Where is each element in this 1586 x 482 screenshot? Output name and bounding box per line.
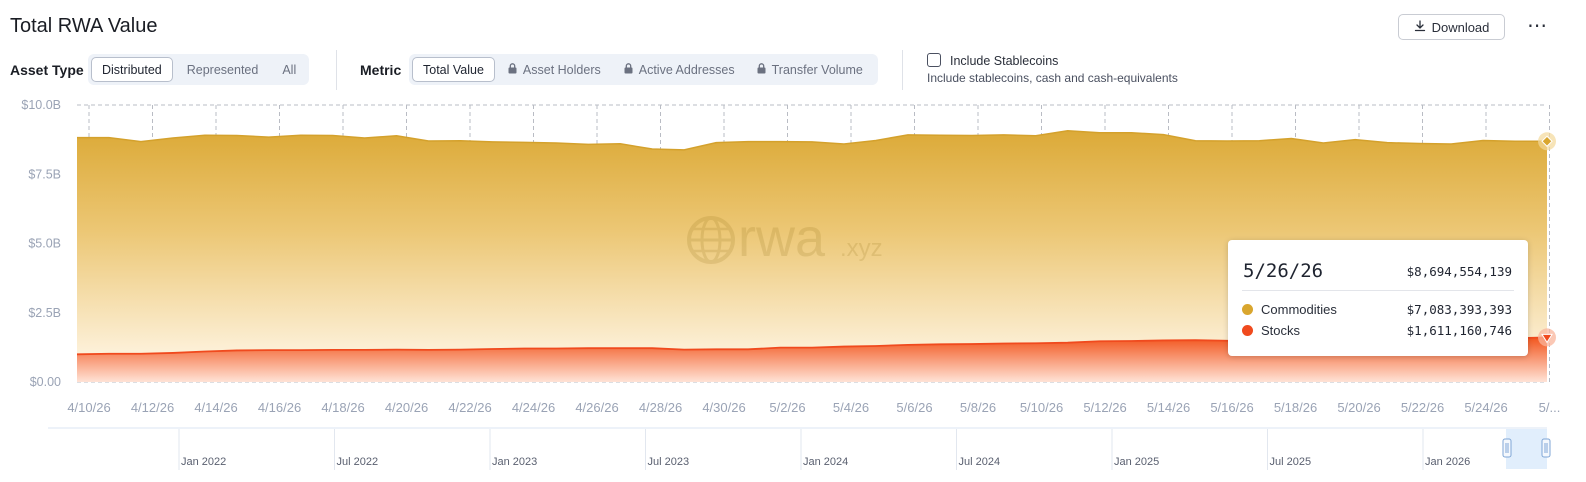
filter-divider <box>902 50 903 90</box>
x-tick-label: 5/... <box>1539 400 1561 415</box>
x-tick-label: 5/8/26 <box>960 400 996 415</box>
tooltip-series-name: Stocks <box>1261 322 1301 338</box>
lock-icon <box>757 62 766 77</box>
metric-active-addresses[interactable]: Active Addresses <box>614 57 745 82</box>
x-tick-label: 4/26/26 <box>575 400 618 415</box>
navigator-handle[interactable] <box>1541 438 1551 458</box>
x-tick-label: 5/4/26 <box>833 400 869 415</box>
watermark-text: rwa <box>738 208 826 268</box>
x-tick-label: 4/14/26 <box>194 400 237 415</box>
x-tick-label: 5/24/26 <box>1464 400 1507 415</box>
asset-type-all[interactable]: All <box>282 62 297 77</box>
rwa-watermark: rwa .xyz <box>687 208 883 268</box>
stocks-area <box>77 337 1547 382</box>
navigator-label: Jul 2024 <box>959 456 1001 468</box>
x-tick-label: 5/22/26 <box>1401 400 1444 415</box>
download-button[interactable]: Download <box>1398 14 1505 40</box>
x-tick-label: 4/12/26 <box>131 400 174 415</box>
metric-total-value[interactable]: Total Value <box>412 57 495 82</box>
x-tick-label: 4/30/26 <box>702 400 745 415</box>
navigator-label: Jan 2022 <box>181 456 226 468</box>
asset-type-distributed[interactable]: Distributed <box>91 57 173 82</box>
chart-tooltip: 5/26/26 $8,694,554,139 Commodities $7,08… <box>1228 240 1528 356</box>
commodities-area <box>77 130 1547 355</box>
tooltip-row-stocks: Stocks $1,611,160,746 <box>1242 321 1512 339</box>
x-tick-label: 4/28/26 <box>639 400 682 415</box>
navigator-label: Jan 2024 <box>803 456 848 468</box>
x-tick-label: 4/24/26 <box>512 400 555 415</box>
tooltip-date: 5/26/26 <box>1243 260 1324 282</box>
x-tick-label: 4/20/26 <box>385 400 428 415</box>
navigator-label: Jul 2023 <box>648 456 690 468</box>
stocks-marker <box>1541 333 1553 344</box>
y-tick-label: $0.00 <box>30 375 61 389</box>
x-tick-label: 5/16/26 <box>1210 400 1253 415</box>
filter-divider <box>336 50 337 90</box>
metric-selector: Total Value Asset Holders Active Address… <box>409 54 878 85</box>
tooltip-series-value: $7,083,393,393 <box>1406 301 1512 317</box>
stocks-dot-icon <box>1242 324 1253 336</box>
navigator-handle[interactable] <box>1502 438 1512 458</box>
navigator-selection[interactable] <box>1506 429 1547 469</box>
tooltip-row-commodities: Commodities $7,083,393,393 <box>1242 300 1512 318</box>
metric-asset-holders-label: Asset Holders <box>522 62 601 77</box>
x-tick-label: 5/2/26 <box>769 400 805 415</box>
x-tick-label: 5/18/26 <box>1274 400 1317 415</box>
y-tick-label: $5.0B <box>28 237 61 251</box>
metric-transfer-volume-label: Transfer Volume <box>771 62 863 77</box>
chart-title: Total RWA Value <box>10 15 158 37</box>
navigator-label: Jul 2022 <box>337 456 379 468</box>
x-tick-label: 5/10/26 <box>1020 400 1063 415</box>
x-tick-label: 4/18/26 <box>321 400 364 415</box>
watermark-suffix: .xyz <box>840 235 883 262</box>
x-tick-label: 5/12/26 <box>1083 400 1126 415</box>
navigator-label: Jan 2023 <box>492 456 537 468</box>
lock-icon <box>508 62 517 77</box>
download-icon <box>1414 19 1426 35</box>
x-tick-label: 5/6/26 <box>896 400 932 415</box>
tooltip-series-value: $1,611,160,746 <box>1406 322 1512 338</box>
commodities-line <box>77 130 1547 151</box>
x-tick-label: 4/22/26 <box>448 400 491 415</box>
metric-active-addresses-label: Active Addresses <box>638 62 735 77</box>
y-tick-label: $10.0B <box>21 98 61 112</box>
commodities-dot-icon <box>1242 303 1253 315</box>
tooltip-divider <box>1242 290 1514 291</box>
navigator-label: Jan 2025 <box>1114 456 1159 468</box>
x-tick-label: 5/14/26 <box>1147 400 1190 415</box>
x-tick-label: 4/10/26 <box>67 400 110 415</box>
tooltip-series-name: Commodities <box>1261 301 1337 317</box>
include-stablecoins-description: Include stablecoins, cash and cash-equiv… <box>927 71 1178 85</box>
metric-transfer-volume[interactable]: Transfer Volume <box>745 57 875 82</box>
y-tick-label: $2.5B <box>28 306 61 320</box>
metric-label: Metric <box>360 62 402 78</box>
include-stablecoins-label[interactable]: Include Stablecoins <box>950 54 1059 68</box>
tooltip-total: $8,694,554,139 <box>1406 264 1512 279</box>
asset-type-represented[interactable]: Represented <box>186 62 259 77</box>
commodities-marker <box>1541 135 1553 147</box>
x-tick-label: 4/16/26 <box>258 400 301 415</box>
asset-type-selector: Distributed Represented All <box>88 54 310 85</box>
download-label: Download <box>1431 19 1490 35</box>
more-options-icon[interactable]: ⋯ <box>1527 15 1548 37</box>
y-tick-label: $7.5B <box>28 167 61 181</box>
lock-icon <box>624 62 633 77</box>
metric-asset-holders[interactable]: Asset Holders <box>495 57 614 82</box>
navigator-label: Jan 2026 <box>1425 456 1470 468</box>
asset-type-label: Asset Type <box>10 62 84 78</box>
x-tick-label: 5/20/26 <box>1337 400 1380 415</box>
navigator-label: Jul 2025 <box>1270 456 1312 468</box>
include-stablecoins-checkbox[interactable] <box>927 53 941 67</box>
